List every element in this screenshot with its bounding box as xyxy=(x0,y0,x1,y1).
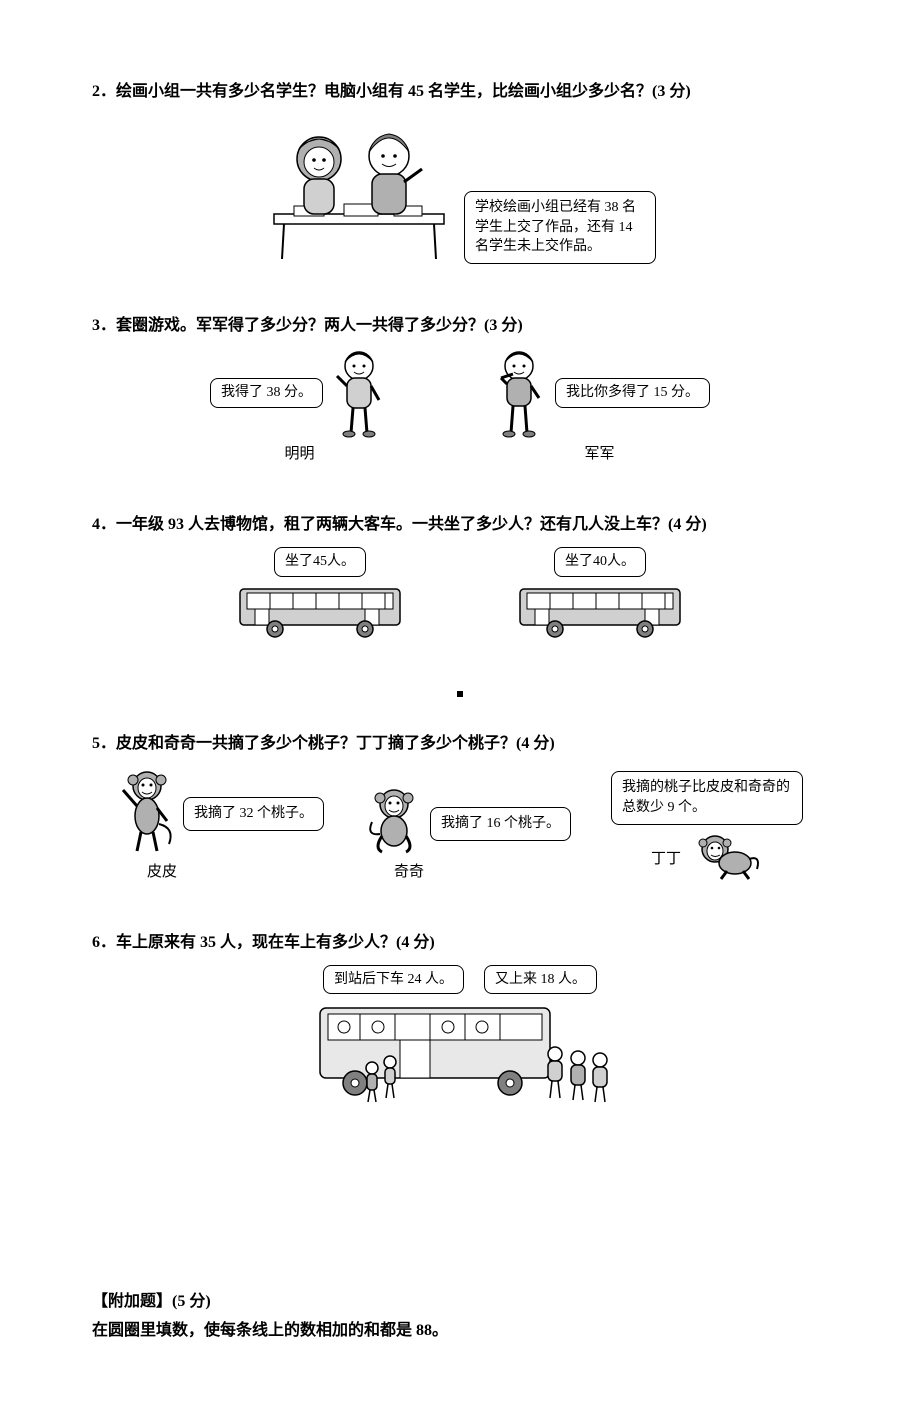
junjun-figure xyxy=(489,348,549,438)
q5-m3-row: 丁丁 xyxy=(651,831,763,881)
q5-name1: 皮皮 xyxy=(147,860,177,881)
q3-left-side: 我得了 38 分。 xyxy=(210,348,389,438)
center-marker xyxy=(457,691,463,697)
q2-bubble: 学校绘画小组已经有 38 名学生上交了作品，还有 14 名学生未上交作品。 xyxy=(464,191,656,264)
monkey-dingding xyxy=(693,831,763,881)
mingming-figure xyxy=(329,348,389,438)
q3-name-left: 明明 xyxy=(284,442,314,463)
q4-label-left: 坐了45人。 xyxy=(274,547,366,577)
q5-m1: 皮皮 我摘了 32 个桃子。 xyxy=(117,766,324,881)
bus-people-svg xyxy=(300,998,620,1108)
q5-num: 5． xyxy=(92,735,116,752)
question-4: 4．一年级 93 人去博物馆，租了两辆大客车。一共坐了多少人？还有几人没上车？(… xyxy=(92,513,828,641)
question-2: 2．绘画小组一共有多少名学生？电脑小组有 45 名学生，比绘画小组少多少名？(3… xyxy=(92,80,828,264)
q2-body: 绘画小组一共有多少名学生？电脑小组有 45 名学生，比绘画小组少多少名？(3 分… xyxy=(116,83,691,100)
q3-bubble-right: 我比你多得了 15 分。 xyxy=(555,378,710,408)
kids-desk-illustration xyxy=(264,114,454,264)
q5-m3: 我摘的桃子比皮皮和奇奇的总数少 9 个。 丁丁 xyxy=(611,771,803,880)
q3-left-unit: 我得了 38 分。 明明 xyxy=(210,348,389,463)
q5-bubble3: 我摘的桃子比皮皮和奇奇的总数少 9 个。 xyxy=(611,771,803,824)
q2-illustration: 学校绘画小组已经有 38 名学生上交了作品，还有 14 名学生未上交作品。 xyxy=(92,114,828,264)
q4-bus-right: 坐了40人。 xyxy=(515,547,685,641)
q5-bubble2: 我摘了 16 个桃子。 xyxy=(430,807,571,841)
q5-name2: 奇奇 xyxy=(394,860,424,881)
q5-m2-fig: 奇奇 xyxy=(364,786,424,881)
q3-num: 3． xyxy=(92,317,116,334)
question-3: 3．套圈游戏。军军得了多少分？两人一共得了多少分？(3 分) 我得了 38 分。 xyxy=(92,314,828,463)
q6-text: 6．车上原来有 35 人，现在车上有多少人？(4 分) xyxy=(92,931,828,955)
q2-num: 2． xyxy=(92,83,116,100)
question-5: 5．皮皮和奇奇一共摘了多少个桃子？丁丁摘了多少个桃子？(4 分) xyxy=(92,732,828,881)
bonus-title: 【附加题】(5 分) xyxy=(92,1288,828,1317)
q5-name3: 丁丁 xyxy=(651,847,681,868)
q3-illustration: 我得了 38 分。 明明 xyxy=(92,348,828,463)
q5-body: 皮皮和奇奇一共摘了多少个桃子？丁丁摘了多少个桃子？(4 分) xyxy=(116,735,555,752)
q6-num: 6． xyxy=(92,934,116,951)
q3-right-unit: 我比你多得了 15 分。 军军 xyxy=(489,348,710,463)
q3-text: 3．套圈游戏。军军得了多少分？两人一共得了多少分？(3 分) xyxy=(92,314,828,338)
q4-text: 4．一年级 93 人去博物馆，租了两辆大客车。一共坐了多少人？还有几人没上车？(… xyxy=(92,513,828,537)
q5-text: 5．皮皮和奇奇一共摘了多少个桃子？丁丁摘了多少个桃子？(4 分) xyxy=(92,732,828,756)
question-6: 6．车上原来有 35 人，现在车上有多少人？(4 分) 到站后下车 24 人。 … xyxy=(92,931,828,1109)
q3-bubble-left: 我得了 38 分。 xyxy=(210,378,323,408)
q4-body: 一年级 93 人去博物馆，租了两辆大客车。一共坐了多少人？还有几人没上车？(4 … xyxy=(116,516,707,533)
q4-label-right: 坐了40人。 xyxy=(554,547,646,577)
q6-label-left: 到站后下车 24 人。 xyxy=(323,965,464,995)
q6-label-right: 又上来 18 人。 xyxy=(484,965,597,995)
q5-bubble1: 我摘了 32 个桃子。 xyxy=(183,797,324,831)
bonus-section: 【附加题】(5 分) 在圆圈里填数，使每条线上的数相加的和都是 88。 xyxy=(92,1288,828,1346)
q3-name-right: 军军 xyxy=(584,442,614,463)
bus-left-svg xyxy=(235,581,405,641)
bonus-text: 在圆圈里填数，使每条线上的数相加的和都是 88。 xyxy=(92,1317,828,1346)
q4-illustration: 坐了45人。 坐了40人。 xyxy=(92,547,828,641)
q4-num: 4． xyxy=(92,516,116,533)
q5-m2: 奇奇 我摘了 16 个桃子。 xyxy=(364,786,571,881)
q3-right-side: 我比你多得了 15 分。 xyxy=(489,348,710,438)
q2-text: 2．绘画小组一共有多少名学生？电脑小组有 45 名学生，比绘画小组少多少名？(3… xyxy=(92,80,828,104)
q6-body: 车上原来有 35 人，现在车上有多少人？(4 分) xyxy=(116,934,435,951)
q4-bus-left: 坐了45人。 xyxy=(235,547,405,641)
monkey-qiqi xyxy=(364,786,424,856)
q3-body: 套圈游戏。军军得了多少分？两人一共得了多少分？(3 分) xyxy=(116,317,523,334)
q6-labels: 到站后下车 24 人。 又上来 18 人。 xyxy=(323,965,597,995)
q5-illustration: 皮皮 我摘了 32 个桃子。 奇奇 xyxy=(92,766,828,881)
q6-illustration: 到站后下车 24 人。 又上来 18 人。 xyxy=(92,965,828,1109)
q5-m1-fig: 皮皮 xyxy=(117,766,177,881)
monkey-pipi xyxy=(117,766,177,856)
bus-right-svg xyxy=(515,581,685,641)
